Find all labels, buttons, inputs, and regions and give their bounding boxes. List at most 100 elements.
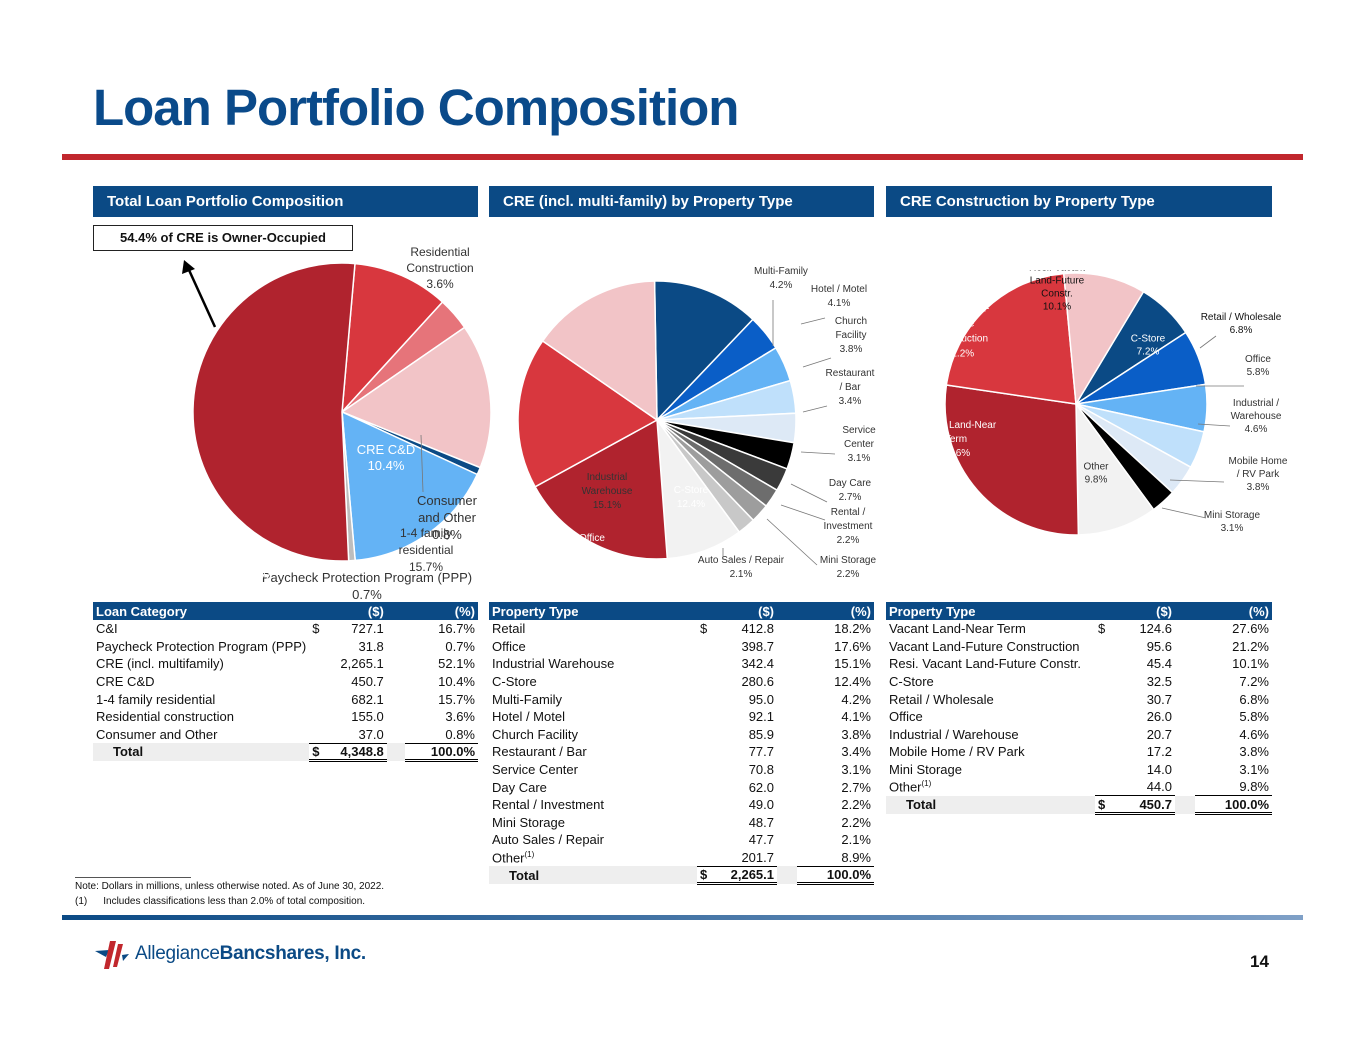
- spacer-cell: [1175, 778, 1195, 796]
- amount-cell: 44.0: [1146, 779, 1172, 795]
- row-label: Restaurant / Bar: [492, 744, 587, 760]
- row-label: Mini Storage: [492, 814, 565, 830]
- slice-label-multi-family: Multi-Family 4.2%: [754, 266, 808, 291]
- leader-line: [802, 405, 828, 413]
- percent-cell: 15.1%: [834, 656, 871, 672]
- table-row: Mini Storage 14.0 3.1%: [886, 761, 1272, 779]
- amount-cell: 450.7: [351, 674, 384, 690]
- percent-cell: 52.1%: [438, 656, 475, 672]
- percent-cell: 17.6%: [834, 638, 871, 654]
- amount-cell: 92.1: [748, 709, 774, 725]
- spacer-cell: [1175, 655, 1195, 673]
- currency-sign: [697, 708, 711, 726]
- slice-label-consumer-and-other: Consumer and Other 0.8%: [417, 493, 478, 542]
- owner-occupied-callout: 54.4% of CRE is Owner-Occupied: [93, 225, 353, 251]
- pie-slice-resi-vacant-land-future-constr: [1062, 272, 1145, 407]
- currency-sign: [309, 726, 323, 744]
- cre-construction-table: Property Type ($) (%) Vacant Land-Near T…: [886, 602, 1272, 815]
- currency-sign: $: [700, 621, 708, 637]
- amount-cell: 85.9: [748, 726, 774, 742]
- leader-line: [1161, 507, 1207, 519]
- amount-cell: 95.0: [748, 691, 774, 707]
- currency-sign: [697, 726, 711, 744]
- logo-name-part2: Bancshares, Inc.: [219, 943, 367, 964]
- row-label: Hotel / Motel: [492, 709, 565, 725]
- table-row: Vacant Land-Near Term $124.6 27.6%: [886, 620, 1272, 638]
- table-row: CRE (incl. multifamily) 2,265.1 52.1%: [93, 655, 478, 673]
- currency-sign: [309, 673, 323, 691]
- table-row: CRE C&D 450.7 10.4%: [93, 673, 478, 691]
- currency-sign: [697, 796, 711, 814]
- percent-cell: 0.8%: [445, 726, 475, 742]
- amount-cell: 30.7: [1146, 691, 1172, 707]
- table-header: (%): [797, 602, 874, 620]
- table-header: Property Type: [489, 602, 697, 620]
- total-percent: 100.0%: [1195, 795, 1272, 815]
- logo-name-part1: Allegiance: [135, 943, 220, 964]
- footnote-ref: (1): [524, 849, 535, 859]
- percent-cell: 3.8%: [841, 726, 871, 742]
- spacer-cell: [1175, 708, 1195, 726]
- row-label: Mobile Home / RV Park: [889, 744, 1025, 760]
- spacer-cell: [1175, 620, 1195, 638]
- slice-label-c-store: C-Store 12.4%: [674, 485, 709, 510]
- leader-line: [790, 483, 828, 503]
- row-label: Retail: [492, 621, 526, 637]
- leader-line: [802, 357, 832, 368]
- slice-label-vacant-land-near-term: Vacant Land-Near Term 27.6%: [916, 420, 997, 459]
- spacer-cell: [387, 655, 405, 673]
- slice-label-rental-investment: Rental / Investment 2.2%: [824, 507, 873, 546]
- pie-slice-industrial-warehouse: [541, 280, 658, 422]
- spacer-cell: [777, 743, 797, 761]
- table-row: Other(1) 44.0 9.8%: [886, 778, 1272, 796]
- row-label: Service Center: [492, 762, 578, 778]
- percent-cell: 6.8%: [1239, 691, 1269, 707]
- percent-cell: 3.1%: [1239, 762, 1269, 778]
- spacer-cell: [387, 673, 405, 691]
- table-row: Office 26.0 5.8%: [886, 708, 1272, 726]
- spacer-cell: [1175, 761, 1195, 779]
- percent-cell: 2.2%: [841, 814, 871, 830]
- table-row: Day Care 62.0 2.7%: [489, 778, 874, 796]
- leader-line: [780, 504, 826, 521]
- slice-label-residential-construction: Residential Construction 3.6%: [406, 245, 473, 291]
- table-row: Service Center 70.8 3.1%: [489, 761, 874, 779]
- percent-cell: 0.7%: [445, 638, 475, 654]
- company-logo: AllegianceBancshares, Inc.: [93, 934, 366, 974]
- amount-cell: 77.7: [748, 744, 774, 760]
- table-header: (%): [404, 602, 478, 620]
- table-row: Residential construction 155.0 3.6%: [93, 708, 478, 726]
- currency-sign: [1095, 778, 1109, 796]
- row-label: Auto Sales / Repair: [492, 832, 605, 848]
- percent-cell: 16.7%: [438, 621, 475, 637]
- spacer-cell: [777, 849, 797, 867]
- percent-cell: 2.7%: [841, 779, 871, 795]
- row-label: C&I: [96, 621, 118, 637]
- pie-slice-office: [517, 339, 659, 488]
- table-row: C-Store 280.6 12.4%: [489, 673, 874, 691]
- slice-label-retail-wholesale: Retail / Wholesale 6.8%: [1201, 312, 1282, 336]
- currency-sign: [309, 655, 323, 673]
- footer-divider: [62, 915, 1303, 920]
- row-label: Consumer and Other: [96, 726, 218, 742]
- amount-cell: 45.4: [1146, 656, 1172, 672]
- table-row: Retail / Wholesale 30.7 6.8%: [886, 690, 1272, 708]
- amount-cell: 342.4: [741, 656, 774, 672]
- footnote-divider: [75, 877, 191, 878]
- leader-line: [800, 451, 836, 455]
- table-total-row: Total $450.7 100.0%: [886, 795, 1272, 815]
- table-row: Church Facility 85.9 3.8%: [489, 726, 874, 744]
- amount-cell: 727.1: [351, 621, 384, 637]
- amount-cell: 124.6: [1139, 621, 1172, 637]
- percent-cell: 3.8%: [1239, 744, 1269, 760]
- currency-sign: [1095, 708, 1109, 726]
- spacer-cell: [1175, 795, 1195, 814]
- slice-label-c-store: C-Store 7.2%: [1131, 334, 1166, 358]
- table-row: Mini Storage 48.7 2.2%: [489, 814, 874, 832]
- spacer-cell: [1175, 690, 1195, 708]
- spacer-cell: [777, 620, 797, 638]
- currency-sign: [309, 638, 323, 656]
- spacer-cell: [777, 761, 797, 779]
- section-header-construction: CRE Construction by Property Type: [886, 186, 1272, 217]
- percent-cell: 3.1%: [841, 762, 871, 778]
